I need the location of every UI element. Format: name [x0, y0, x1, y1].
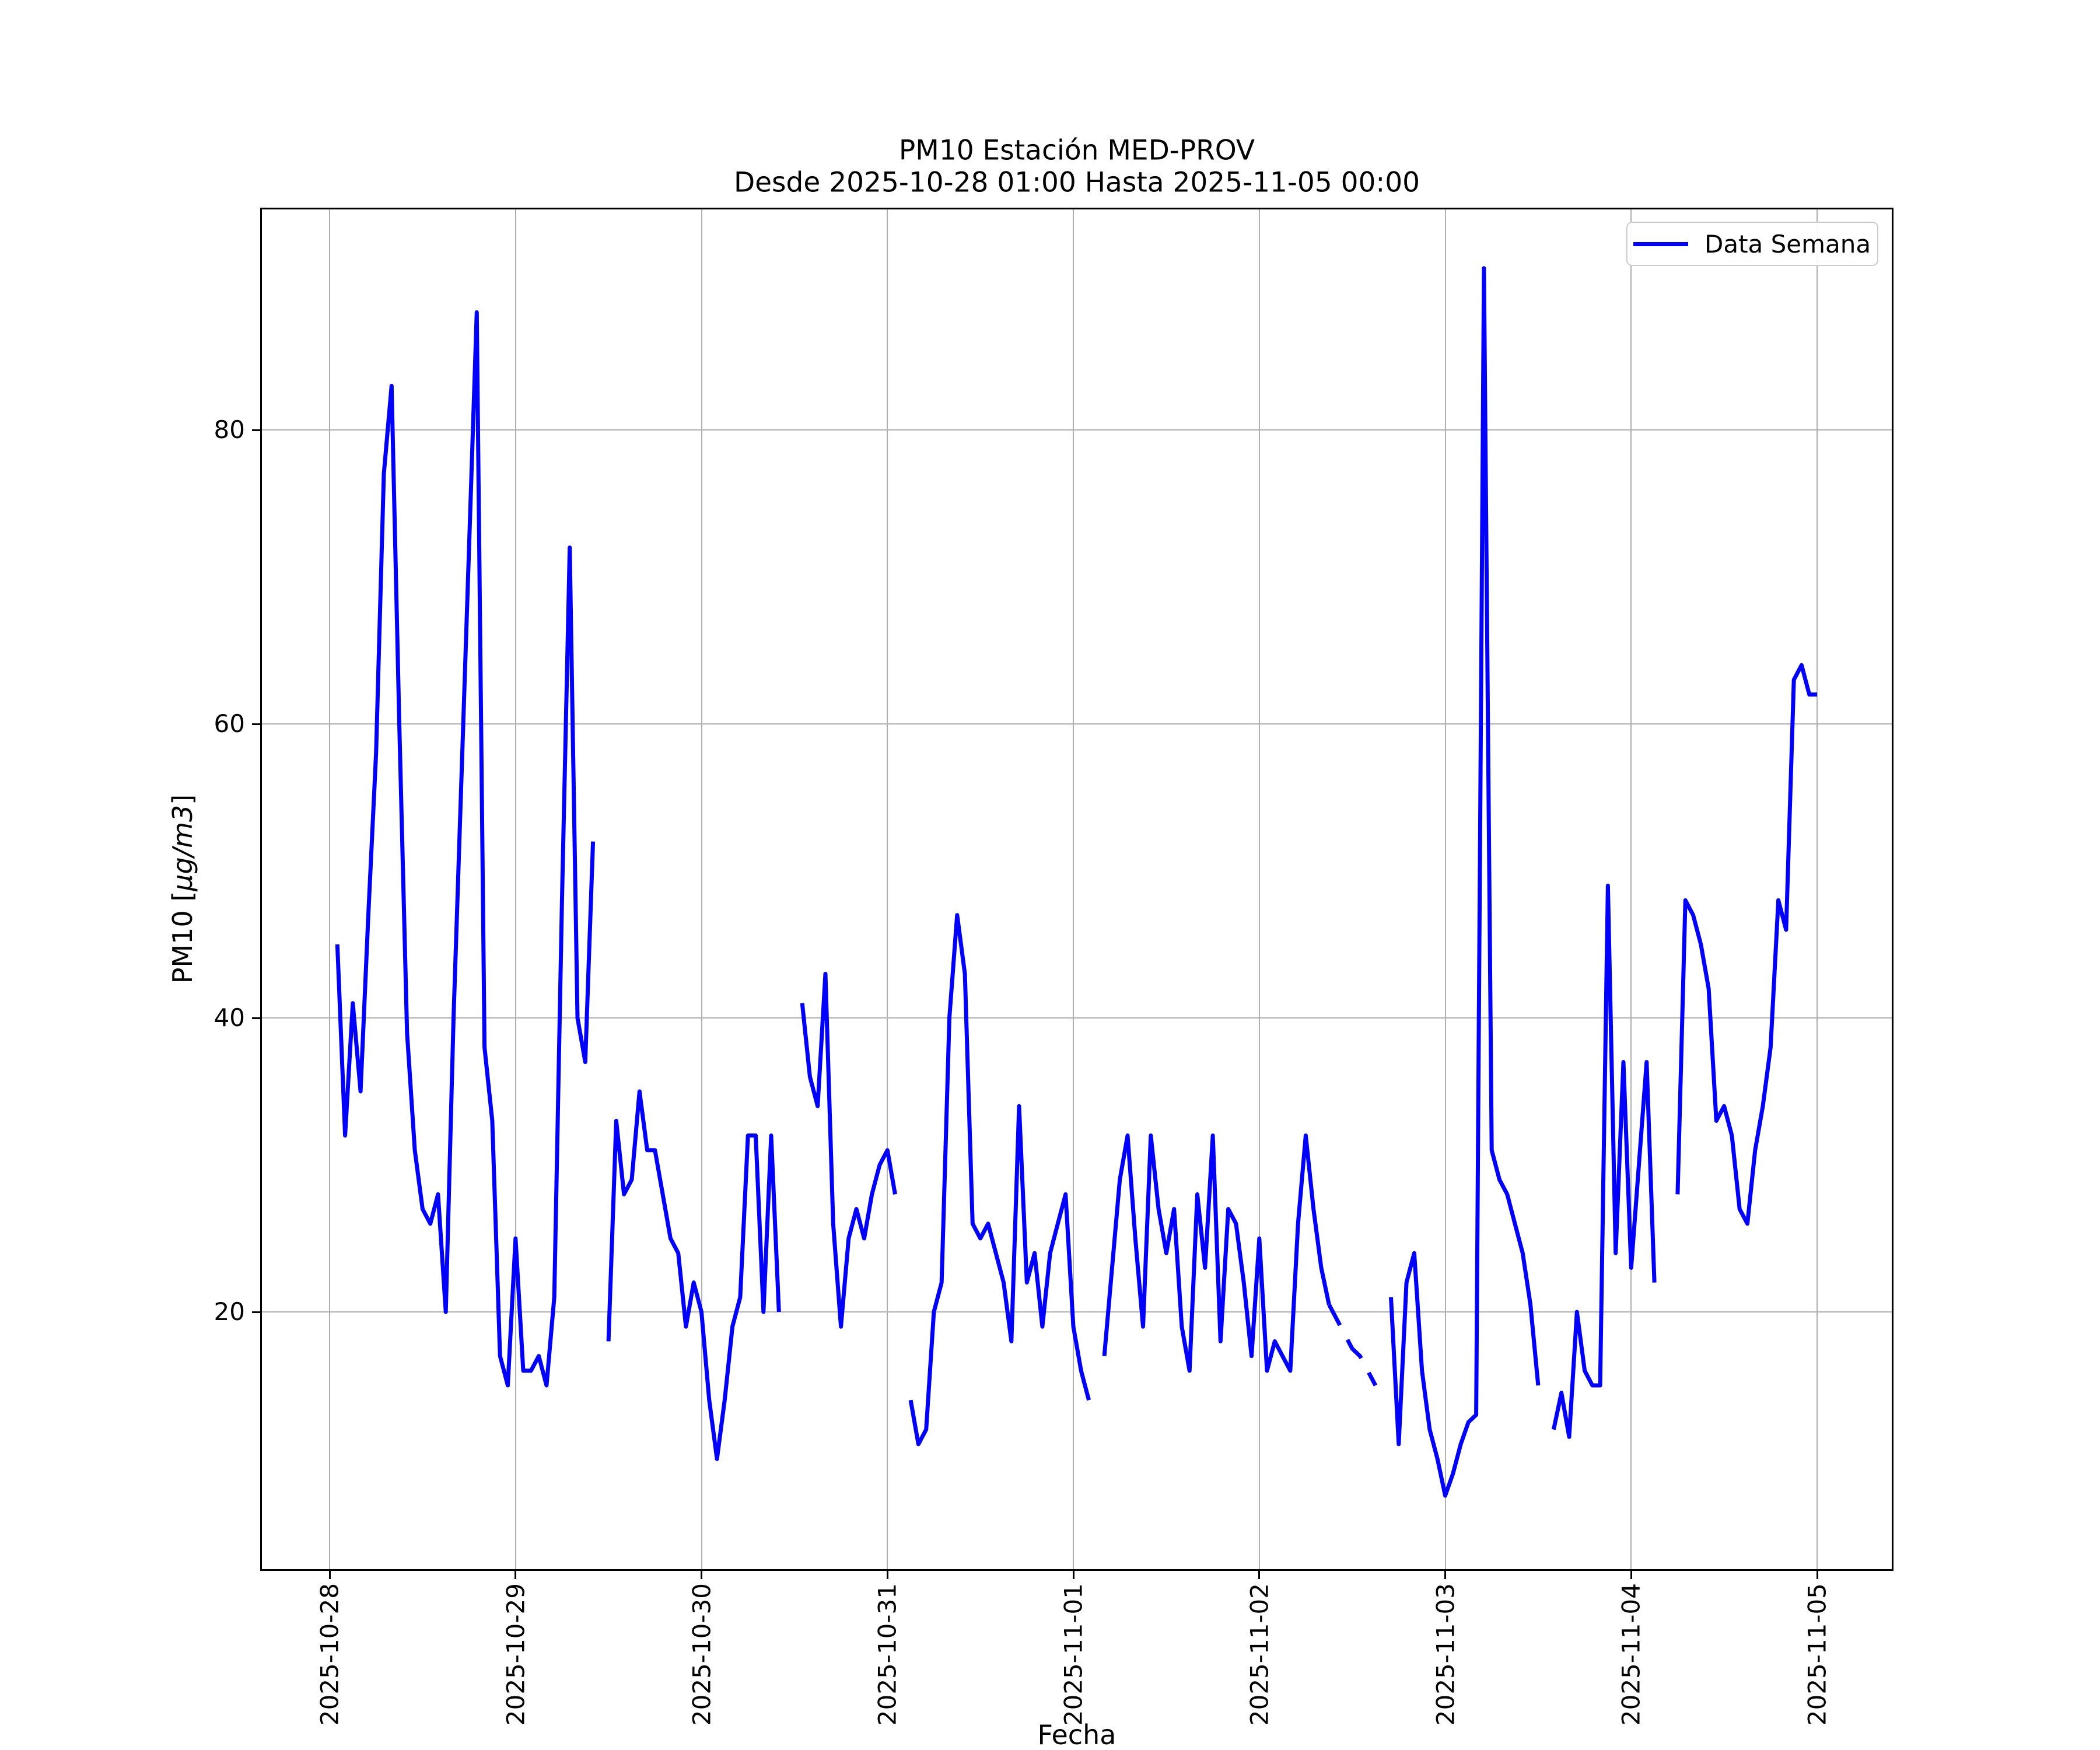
y-tick-mark: [252, 1017, 260, 1019]
y-tick-mark: [252, 1311, 260, 1313]
x-tick-mark: [514, 1571, 517, 1579]
x-tick-label: 2025-11-01: [1059, 1583, 1088, 1726]
y-tick-label: 80: [214, 415, 245, 444]
x-tick-label: 2025-10-28: [315, 1583, 344, 1726]
gridline-vertical: [887, 209, 888, 1569]
gridline-vertical: [329, 209, 330, 1569]
y-axis-label: PM10 [µg/m3]: [167, 794, 198, 984]
y-axis-label-units: µg/m3: [167, 804, 198, 891]
x-tick-label: 2025-10-29: [501, 1583, 530, 1726]
gridline-vertical: [1444, 209, 1446, 1569]
x-tick-mark: [1444, 1571, 1446, 1579]
gridline-vertical: [701, 209, 702, 1569]
y-tick-label: 60: [214, 709, 245, 738]
x-tick-mark: [1072, 1571, 1074, 1579]
legend-label: Data Semana: [1704, 229, 1871, 258]
chart-title: PM10 Estación MED-PROV: [898, 134, 1255, 167]
gridline-horizontal: [262, 1311, 1892, 1312]
y-tick-label: 20: [214, 1297, 245, 1326]
x-tick-label: 2025-11-02: [1245, 1583, 1274, 1726]
y-tick-mark: [252, 429, 260, 431]
chart-subtitle: Desde 2025-10-28 01:00 Hasta 2025-11-05 …: [733, 166, 1420, 199]
gridline-horizontal: [262, 429, 1892, 430]
x-tick-mark: [1630, 1571, 1632, 1579]
gridline-horizontal: [262, 723, 1892, 724]
x-tick-label: 2025-11-04: [1616, 1583, 1646, 1726]
x-tick-label: 2025-10-30: [687, 1583, 716, 1726]
x-tick-mark: [1258, 1571, 1261, 1579]
series-line-dashed: [1327, 1303, 1378, 1387]
gridline-vertical: [1073, 209, 1074, 1569]
series-line-solid: [335, 266, 1817, 1498]
legend-line-sample: [1633, 242, 1688, 246]
gridline-vertical: [1630, 209, 1632, 1569]
x-tick-label: 2025-11-05: [1803, 1583, 1832, 1726]
x-tick-mark: [1816, 1571, 1818, 1579]
y-axis-label-text: PM10 [: [167, 891, 198, 984]
plot-area: [262, 209, 1892, 1569]
x-tick-mark: [701, 1571, 702, 1579]
x-tick-label: 2025-11-03: [1431, 1583, 1460, 1726]
gridline-vertical: [1258, 209, 1260, 1569]
x-tick-mark: [328, 1571, 331, 1579]
y-tick-label: 40: [214, 1003, 245, 1032]
x-tick-label: 2025-10-31: [873, 1583, 902, 1726]
x-tick-mark: [886, 1571, 888, 1579]
y-tick-mark: [252, 723, 260, 725]
gridline-vertical: [514, 209, 516, 1569]
y-axis-label-close: ]: [167, 794, 198, 805]
gridline-vertical: [1817, 209, 1818, 1569]
x-axis-label: Fecha: [1037, 1719, 1116, 1750]
pm10-series-plot: [335, 266, 1817, 1498]
gridline-horizontal: [262, 1017, 1892, 1019]
legend: Data Semana: [1626, 222, 1878, 266]
